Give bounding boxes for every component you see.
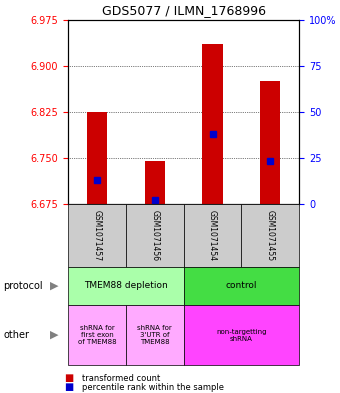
Text: TMEM88 depletion: TMEM88 depletion: [84, 281, 168, 290]
Bar: [202, 44, 223, 204]
Text: non-targetting
shRNA: non-targetting shRNA: [216, 329, 267, 342]
Text: other: other: [3, 330, 29, 340]
Bar: [144, 161, 165, 204]
Text: shRNA for
first exon
of TMEM88: shRNA for first exon of TMEM88: [78, 325, 116, 345]
Text: GSM1071455: GSM1071455: [266, 210, 275, 261]
Text: control: control: [226, 281, 257, 290]
Text: percentile rank within the sample: percentile rank within the sample: [82, 383, 224, 391]
Bar: [260, 81, 280, 204]
Text: ■: ■: [65, 382, 74, 392]
Text: GSM1071457: GSM1071457: [92, 210, 101, 261]
Text: ▶: ▶: [50, 330, 58, 340]
Title: GDS5077 / ILMN_1768996: GDS5077 / ILMN_1768996: [102, 4, 266, 17]
Text: GSM1071456: GSM1071456: [150, 210, 159, 261]
Bar: [87, 112, 107, 204]
Text: protocol: protocol: [3, 281, 43, 291]
Text: ▶: ▶: [50, 281, 58, 291]
Text: shRNA for
3'UTR of
TMEM88: shRNA for 3'UTR of TMEM88: [137, 325, 172, 345]
Text: ■: ■: [65, 373, 74, 383]
Text: transformed count: transformed count: [82, 374, 160, 382]
Text: GSM1071454: GSM1071454: [208, 210, 217, 261]
